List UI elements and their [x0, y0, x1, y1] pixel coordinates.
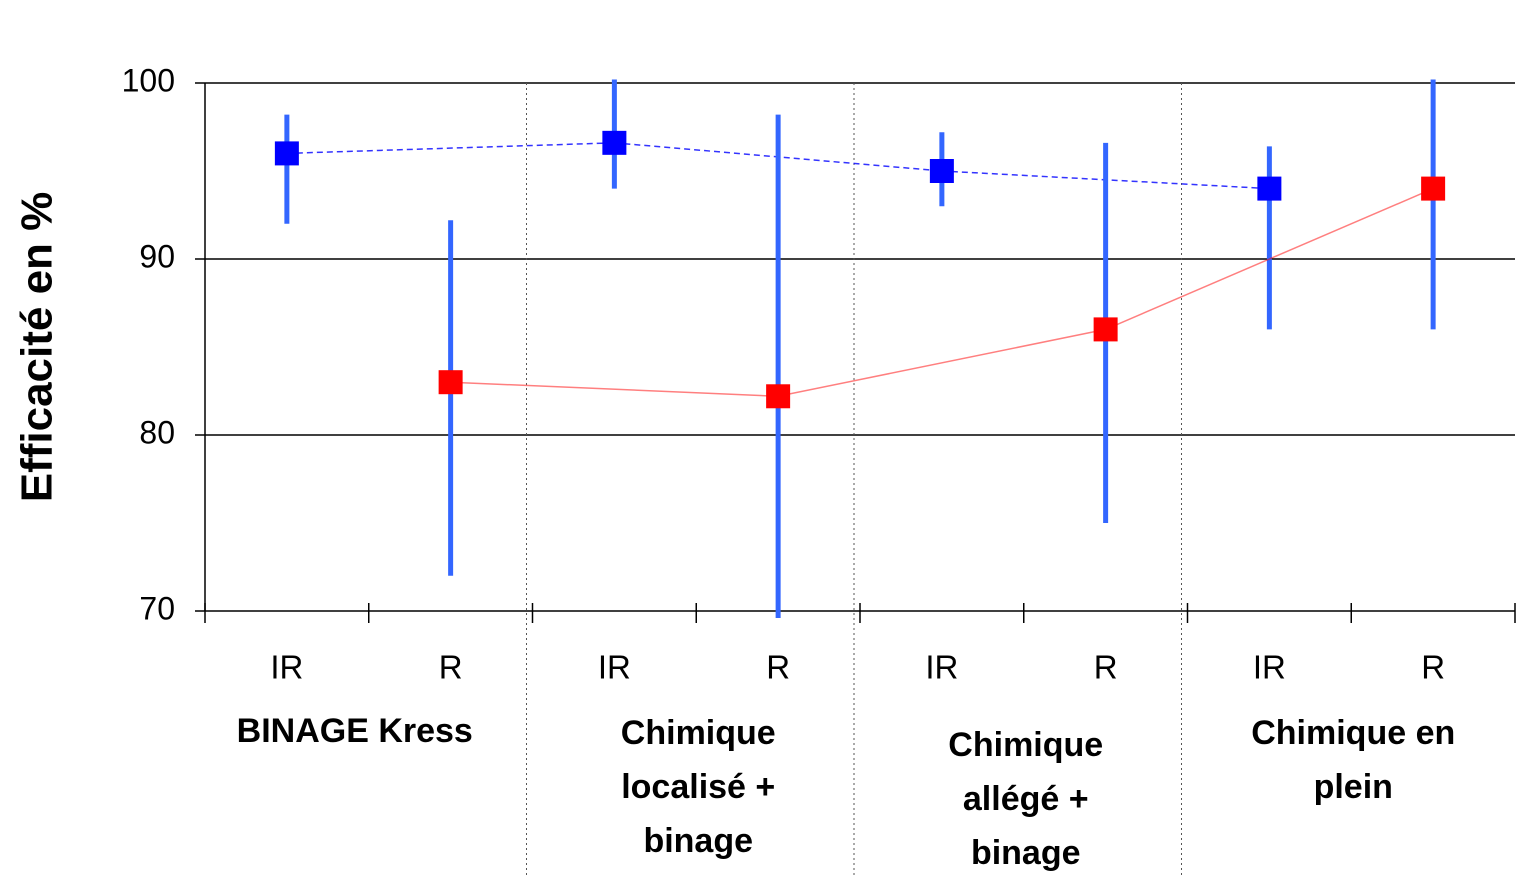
- group-label: Chimique: [621, 714, 776, 752]
- group-label: Chimique en: [1251, 714, 1455, 752]
- marker: [438, 370, 463, 395]
- series-line: [286, 142, 615, 155]
- group-label: Chimique: [948, 726, 1103, 764]
- series-line: [1105, 187, 1434, 331]
- x-tick-label: IR: [598, 649, 631, 686]
- marker: [1093, 317, 1118, 342]
- series-line: [450, 381, 779, 398]
- group-label: plein: [1314, 768, 1393, 806]
- y-tick-label: 70: [139, 590, 175, 626]
- group-label: BINAGE Kress: [237, 712, 473, 750]
- group-label: allégé +: [963, 780, 1089, 818]
- marker: [929, 159, 954, 183]
- group-label: localisé +: [621, 768, 775, 806]
- y-tick-label: 100: [122, 62, 175, 98]
- x-tick-label: R: [1094, 649, 1118, 686]
- x-tick-label: IR: [1253, 649, 1286, 686]
- x-tick-label: IR: [925, 649, 958, 686]
- marker: [274, 141, 299, 166]
- x-tick-label: IR: [270, 649, 303, 686]
- x-tick-label: R: [439, 649, 463, 686]
- y-tick-label: 80: [139, 414, 175, 450]
- x-tick-label: R: [1421, 649, 1445, 686]
- marker: [602, 130, 627, 155]
- y-axis-label: Efficacité en %: [13, 192, 62, 503]
- y-tick-label: 90: [139, 238, 175, 274]
- group-label: binage: [643, 822, 753, 860]
- series-line: [777, 328, 1106, 398]
- x-tick-label: R: [766, 649, 790, 686]
- marker: [1421, 176, 1446, 201]
- marker: [1257, 176, 1282, 201]
- group-label: binage: [971, 834, 1081, 872]
- marker: [766, 384, 791, 409]
